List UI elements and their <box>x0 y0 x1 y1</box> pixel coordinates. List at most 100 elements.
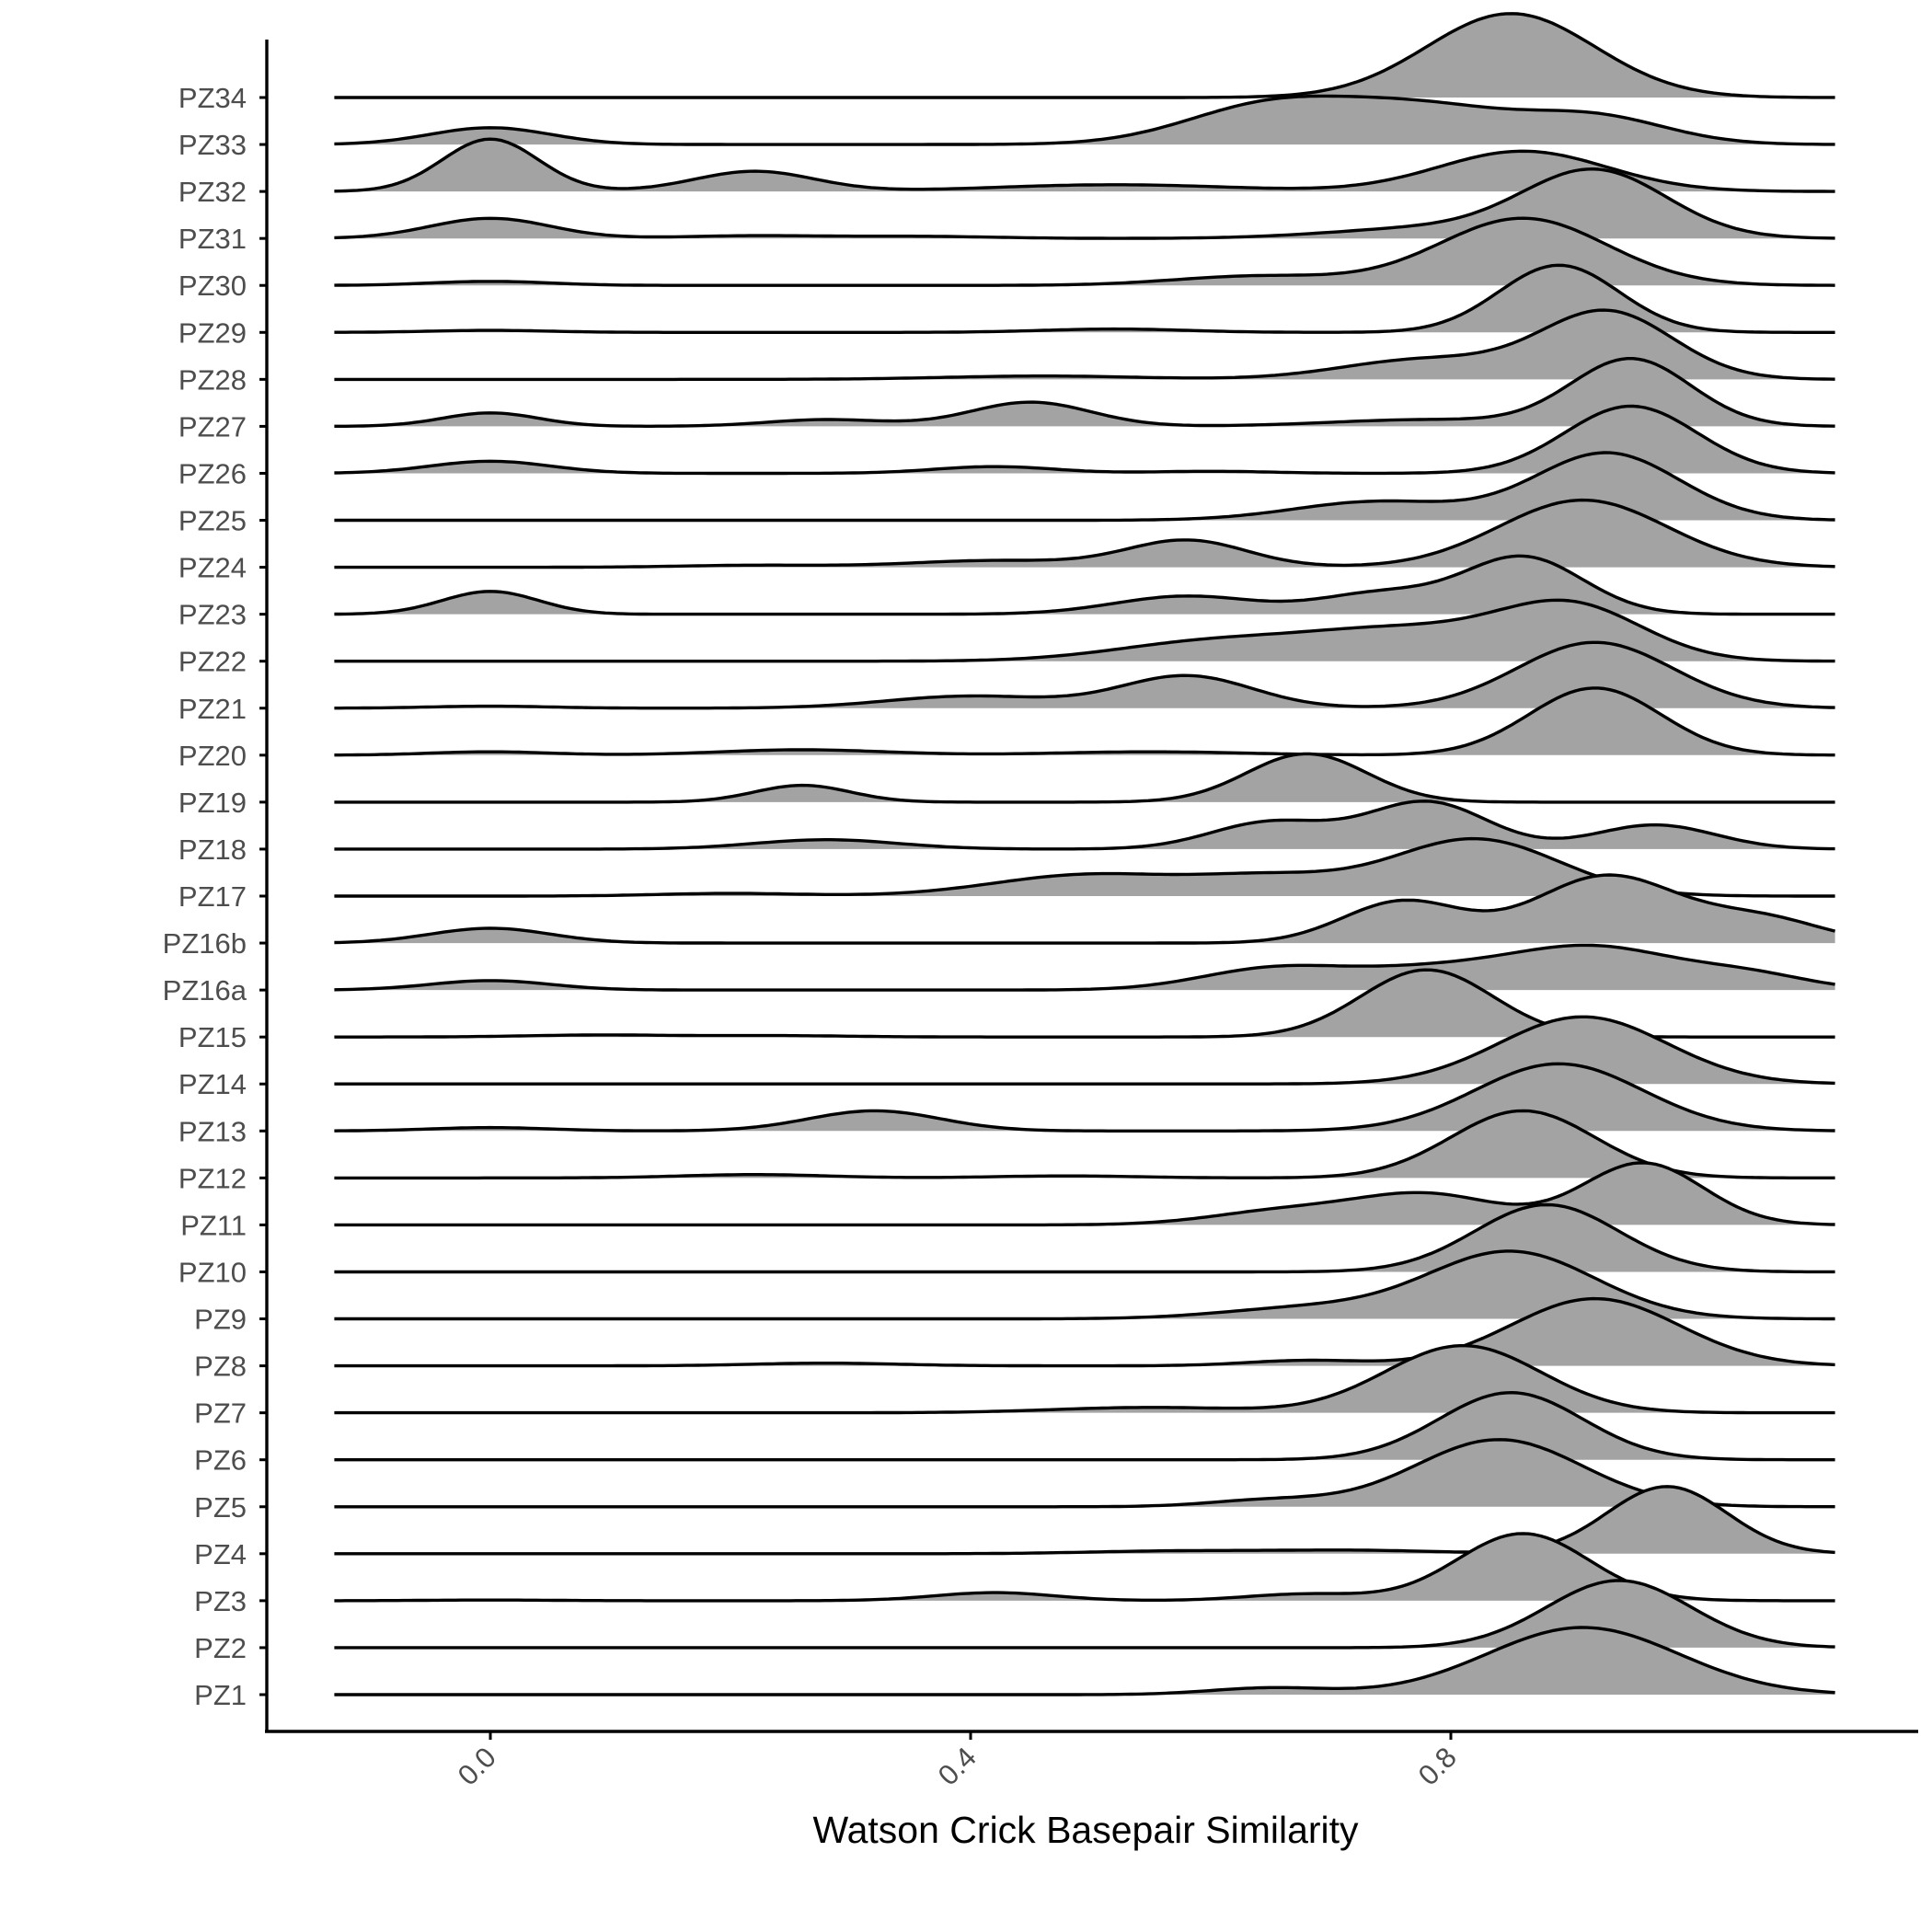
ridge-fill-pz18 <box>334 800 1835 849</box>
ridge-line-pz31 <box>334 167 1835 240</box>
ridge-pz29 <box>334 263 1835 334</box>
y-tick-label: PZ23 <box>178 599 247 631</box>
ridge-pz1 <box>334 1626 1835 1696</box>
y-tick-label: PZ30 <box>178 270 247 302</box>
ridge-pz32 <box>334 137 1835 193</box>
y-tick-label: PZ3 <box>194 1585 247 1617</box>
ridge-line-pz18 <box>334 799 1835 851</box>
y-tick-label: PZ6 <box>194 1444 247 1477</box>
x-tick-label: 0.8 <box>1412 1741 1463 1791</box>
ridge-fill-pz20 <box>334 687 1835 755</box>
ridge-pz5 <box>334 1438 1835 1509</box>
ridge-line-pz20 <box>334 686 1835 757</box>
ridge-fill-pz3 <box>334 1533 1835 1601</box>
y-tick-label: PZ31 <box>178 223 247 255</box>
y-tick-label: PZ27 <box>178 410 247 443</box>
ridge-line-pz33 <box>334 94 1835 146</box>
ridge-pz14 <box>334 1015 1835 1086</box>
ridge-line-pz2 <box>334 1579 1835 1650</box>
ridge-pz26 <box>334 404 1835 476</box>
ridge-fill-pz28 <box>334 310 1835 380</box>
ridge-line-pz23 <box>334 554 1835 616</box>
ridge-line-pz5 <box>334 1438 1835 1509</box>
ridge-fill-pz8 <box>334 1298 1835 1366</box>
ridge-line-pz10 <box>334 1202 1835 1274</box>
ridge-pz9 <box>334 1249 1835 1321</box>
ridge-line-pz13 <box>334 1062 1835 1133</box>
ridge-line-pz21 <box>334 640 1835 710</box>
ridge-pz2 <box>334 1579 1835 1650</box>
y-tick-label: PZ29 <box>178 316 247 349</box>
ridge-line-pz29 <box>334 263 1835 334</box>
ridge-fill-pz6 <box>334 1392 1835 1460</box>
ridge-pz12 <box>334 1109 1835 1180</box>
ridge-pz28 <box>334 308 1835 382</box>
y-tick-label: PZ21 <box>178 693 247 725</box>
ridge-fill-pz31 <box>334 168 1835 239</box>
y-tick-label: PZ16a <box>163 974 247 1006</box>
ridge-pz10 <box>334 1202 1835 1274</box>
ridge-pz6 <box>334 1391 1835 1462</box>
ridge-pz17 <box>334 836 1835 898</box>
ridge-line-pz17 <box>334 836 1835 898</box>
ridge-fill-pz22 <box>334 600 1835 661</box>
ridge-pz4 <box>334 1485 1835 1556</box>
ridge-pz34 <box>334 12 1835 99</box>
ridge-line-pz34 <box>334 12 1835 99</box>
y-tick-labels: PZ34 PZ33 PZ32 PZ31 PZ30 PZ29 PZ28 PZ27 PZ26 PZ25… <box>163 82 267 1711</box>
ridge-pz23 <box>334 554 1835 616</box>
ridge-line-pz11 <box>334 1161 1835 1227</box>
y-tick-label: PZ7 <box>194 1397 247 1430</box>
ridge-line-pz27 <box>334 357 1835 428</box>
y-tick-label: PZ33 <box>178 129 247 161</box>
y-tick-label: PZ24 <box>178 552 247 584</box>
ridge-fill-pz15 <box>334 970 1835 1038</box>
ridge-pz25 <box>334 451 1835 523</box>
ridge-fill-pz17 <box>334 838 1835 896</box>
x-ticks: 0.0 0.4 0.8 <box>452 1731 1463 1791</box>
y-tick-label: PZ20 <box>178 740 247 772</box>
ridge-fill-pz27 <box>334 358 1835 427</box>
y-tick-label: PZ25 <box>178 505 247 537</box>
ridge-fill-pz4 <box>334 1486 1835 1554</box>
y-tick-label: PZ16b <box>163 927 247 960</box>
ridge-line-pz1 <box>334 1626 1835 1696</box>
y-tick-label: PZ19 <box>178 787 247 819</box>
ridge-pz22 <box>334 598 1835 663</box>
y-tick-label: PZ22 <box>178 646 247 678</box>
ridge-fill-pz13 <box>334 1064 1835 1132</box>
ridge-fill-pz33 <box>334 96 1835 145</box>
ridge-pz3 <box>334 1532 1835 1603</box>
ridge-line-pz8 <box>334 1296 1835 1368</box>
ridge-pz19 <box>334 752 1835 804</box>
ridge-line-pz6 <box>334 1391 1835 1462</box>
y-tick-label: PZ18 <box>178 834 247 866</box>
y-tick-label: PZ12 <box>178 1162 247 1194</box>
ridge-pz27 <box>334 357 1835 428</box>
ridge-fill-pz19 <box>334 753 1835 802</box>
ridge-fill-pz12 <box>334 1110 1835 1179</box>
ridge-line-pz12 <box>334 1109 1835 1180</box>
ridge-fill-pz1 <box>334 1627 1835 1695</box>
y-tick-label: PZ10 <box>178 1256 247 1288</box>
y-tick-label: PZ5 <box>194 1491 247 1524</box>
x-tick-label: 0.0 <box>452 1741 502 1791</box>
ridge-line-pz7 <box>334 1344 1835 1415</box>
y-tick-label: PZ14 <box>178 1068 247 1100</box>
ridge-line-pz24 <box>334 498 1835 569</box>
ridge-line-pz22 <box>334 598 1835 663</box>
ridge-line-pz16a <box>334 943 1835 992</box>
ridge-line-pz3 <box>334 1532 1835 1603</box>
ridge-line-pz14 <box>334 1015 1835 1086</box>
ridge-line-pz32 <box>334 137 1835 193</box>
y-tick-label: PZ13 <box>178 1115 247 1147</box>
ridge-pz30 <box>334 216 1835 287</box>
x-tick-label: 0.4 <box>932 1741 983 1791</box>
ridge-pz31 <box>334 167 1835 240</box>
ridge-fill-pz32 <box>334 139 1835 192</box>
ridge-fill-pz5 <box>334 1439 1835 1507</box>
y-tick-label: PZ11 <box>180 1209 247 1241</box>
ridge-fill-pz25 <box>334 453 1835 521</box>
ridge-fill-pz23 <box>334 556 1835 615</box>
ridge-line-pz28 <box>334 308 1835 382</box>
